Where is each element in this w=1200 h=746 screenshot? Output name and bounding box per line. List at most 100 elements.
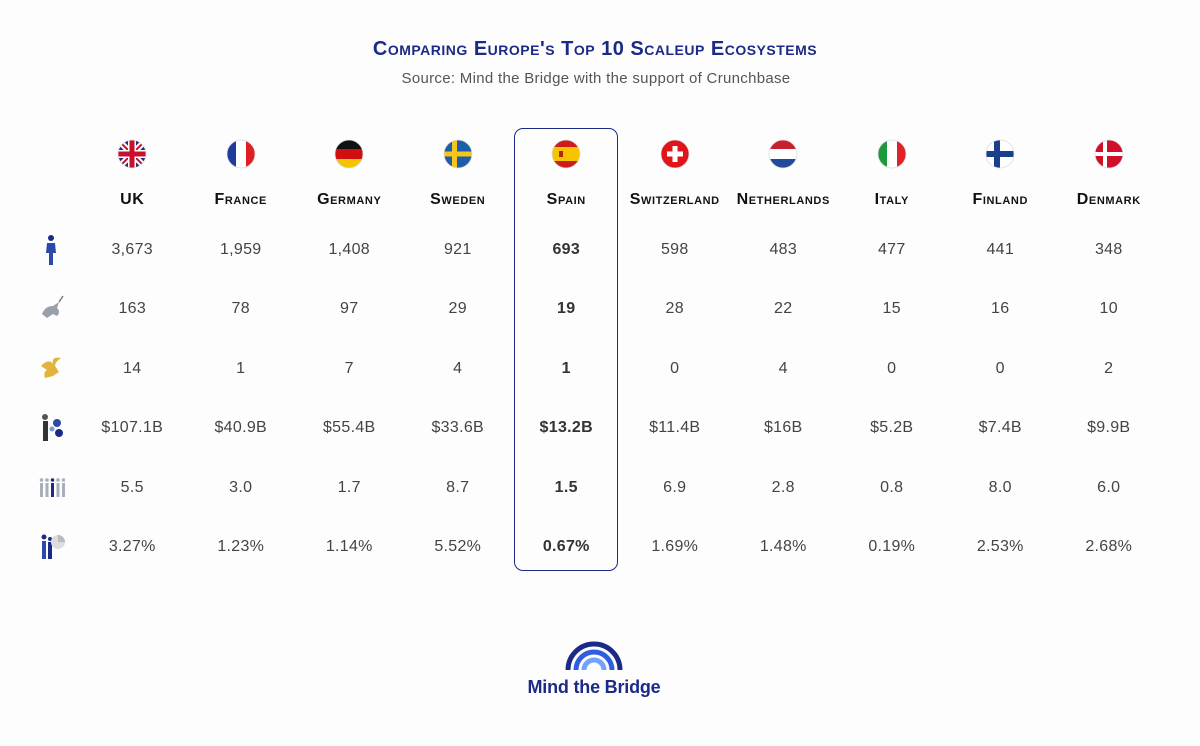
country-spain: Spain [546, 191, 586, 208]
country-netherlands: Netherlands [736, 191, 830, 208]
value-cell-netherlands: 1.48% [759, 538, 807, 556]
value-cell-sweden: 5.52% [434, 538, 482, 556]
flag-sweden-icon [404, 128, 513, 180]
flag-france-icon [187, 128, 296, 180]
flag-finland-icon [946, 128, 1055, 180]
winged-horse-icon [24, 339, 78, 399]
value-cell-spain: 1 [561, 359, 571, 377]
value-cell-uk: 3,673 [111, 240, 154, 258]
metric-row: 3,673 1,959 1,408 921 693 598 483 477 441 348 [24, 220, 1163, 280]
value-cell-netherlands: 4 [778, 359, 788, 377]
corner-header [24, 180, 78, 220]
value-cell-finland: 441 [986, 240, 1015, 258]
people-pie-icon [24, 518, 78, 578]
value-cell-switzerland: 6.9 [663, 478, 687, 496]
value-cell-germany: 7 [344, 359, 354, 377]
value-cell-sweden: 29 [448, 300, 467, 318]
value-cell-netherlands: 2.8 [771, 478, 795, 496]
country-denmark: Denmark [1076, 191, 1141, 208]
country-switzerland: Switzerland [629, 191, 720, 208]
value-cell-finland: 8.0 [988, 478, 1012, 496]
value-cell-sweden: $33.6B [431, 419, 484, 437]
value-cell-sweden: 8.7 [446, 478, 470, 496]
country-header-row: UK France Germany Sweden Spain Switzerland Net… [24, 180, 1163, 220]
value-cell-germany: $55.4B [322, 419, 376, 437]
flag-denmark-icon [1055, 128, 1164, 180]
chart-subtitle: Source: Mind the Bridge with the support… [401, 70, 791, 87]
people-group-icon [24, 458, 78, 518]
spain-highlight-box [514, 128, 618, 571]
value-cell-uk: $107.1B [101, 419, 164, 437]
metric-row: 163 78 97 29 19 28 22 15 16 10 [24, 280, 1163, 340]
value-cell-finland: 0 [995, 359, 1005, 377]
value-cell-denmark: 6.0 [1097, 478, 1121, 496]
value-cell-germany: 1.14% [325, 538, 373, 556]
mind-the-bridge-logo: Mind the Bridge [0, 640, 1188, 698]
flag-spain-icon [512, 128, 621, 180]
value-cell-denmark: 2 [1104, 359, 1114, 377]
corner-cell [24, 128, 78, 180]
value-cell-netherlands: 483 [769, 240, 798, 258]
value-cell-germany: 1,408 [328, 240, 371, 258]
value-cell-denmark: 348 [1094, 240, 1123, 258]
value-cell-france: 3.0 [229, 478, 253, 496]
country-germany: Germany [317, 191, 382, 208]
value-cell-switzerland: 28 [665, 300, 684, 318]
value-cell-italy: 15 [882, 300, 901, 318]
value-cell-france: 1,959 [219, 240, 262, 258]
value-cell-spain: 693 [552, 240, 581, 258]
flag-uk-icon [78, 128, 187, 180]
metric-row: 14 1 7 4 1 0 4 0 0 2 [24, 339, 1163, 399]
value-cell-finland: $7.4B [978, 419, 1022, 437]
country-sweden: Sweden [430, 191, 486, 208]
value-cell-denmark: $9.9B [1087, 419, 1131, 437]
country-france: France [214, 191, 267, 208]
flag-netherlands-icon [729, 128, 838, 180]
value-cell-denmark: 2.68% [1085, 538, 1133, 556]
value-cell-germany: 1.7 [337, 478, 361, 496]
value-cell-italy: 0 [887, 359, 897, 377]
value-cell-uk: 5.5 [120, 478, 144, 496]
country-italy: Italy [874, 191, 909, 208]
ecosystem-table: UK France Germany Sweden Spain Switzerland Net… [24, 128, 1163, 577]
value-cell-spain: 1.5 [554, 478, 578, 496]
value-cell-switzerland: 0 [670, 359, 680, 377]
value-cell-france: $40.9B [214, 419, 267, 437]
metric-row: $107.1B $40.9B $55.4B $33.6B $13.2B $11.4B $16… [24, 399, 1163, 459]
value-cell-finland: 2.53% [976, 538, 1024, 556]
flag-germany-icon [295, 128, 404, 180]
value-cell-switzerland: $11.4B [649, 419, 701, 437]
flag-row [24, 128, 1163, 180]
value-cell-sweden: 921 [443, 240, 472, 258]
value-cell-france: 78 [231, 300, 250, 318]
country-uk: UK [120, 191, 145, 208]
metric-row: 5.5 3.0 1.7 8.7 1.5 6.9 2.8 0.8 8.0 6.0 [24, 458, 1163, 518]
value-cell-netherlands: $16B [763, 419, 803, 437]
metric-row: 3.27% 1.23% 1.14% 5.52% 0.67% 1.69% 1.48% 0.19%… [24, 518, 1163, 578]
flag-switzerland-icon [621, 128, 730, 180]
value-cell-finland: 16 [991, 300, 1010, 318]
unicorn-icon [24, 280, 78, 340]
value-cell-denmark: 10 [1099, 300, 1118, 318]
value-cell-italy: 0.8 [880, 478, 904, 496]
country-finland: Finland [972, 191, 1029, 208]
value-cell-france: 1 [236, 359, 246, 377]
flag-italy-icon [838, 128, 947, 180]
person-icon [24, 220, 78, 280]
value-cell-spain: $13.2B [539, 419, 593, 437]
bridge-arcs-icon [565, 641, 623, 671]
value-cell-spain: 0.67% [542, 538, 590, 556]
logo-text: Mind the Bridge [527, 677, 661, 697]
value-cell-france: 1.23% [217, 538, 265, 556]
value-cell-sweden: 4 [453, 359, 463, 377]
value-cell-uk: 3.27% [108, 538, 156, 556]
value-cell-netherlands: 22 [774, 300, 793, 318]
value-cell-italy: 477 [877, 240, 906, 258]
value-cell-switzerland: 1.69% [651, 538, 699, 556]
value-cell-spain: 19 [557, 300, 576, 318]
value-cell-uk: 163 [118, 300, 147, 318]
value-cell-switzerland: 598 [660, 240, 689, 258]
value-cell-italy: $5.2B [870, 419, 914, 437]
investor-money-icon [24, 399, 78, 459]
value-cell-italy: 0.19% [868, 538, 916, 556]
